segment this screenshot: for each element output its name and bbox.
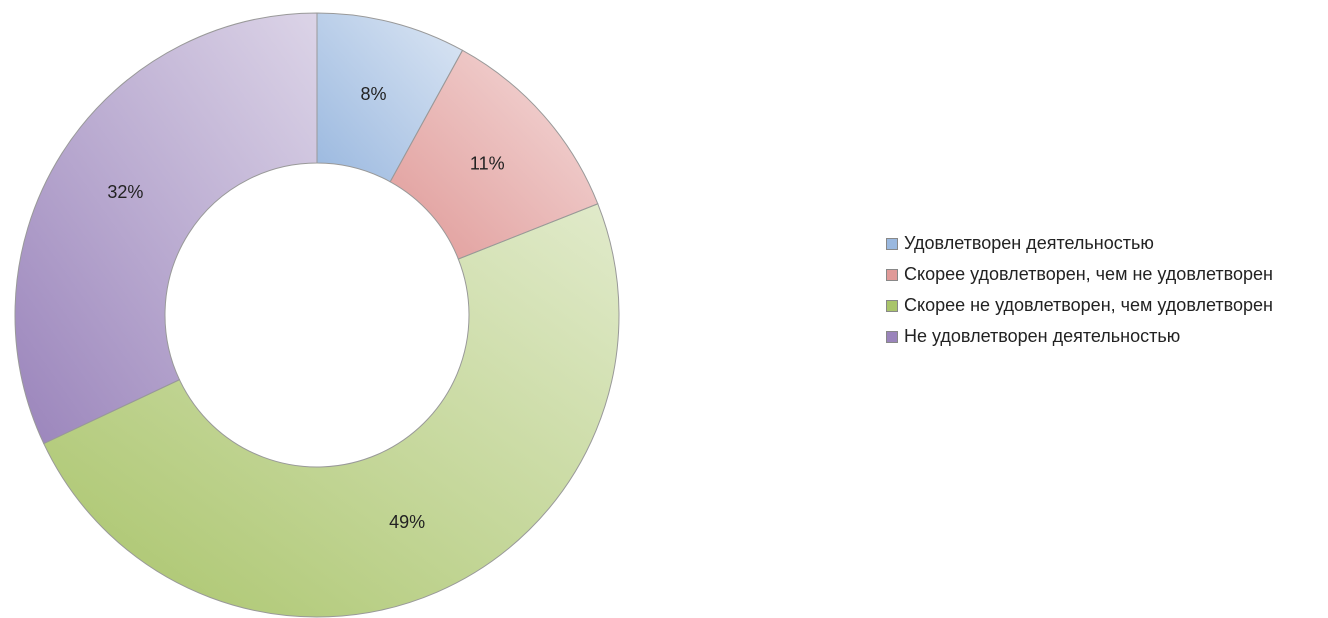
legend-label: Скорее удовлетворен, чем не удовлетворен — [904, 264, 1273, 284]
legend-item: Удовлетворен деятельностью — [886, 228, 1284, 259]
data-label: 49% — [389, 512, 425, 532]
chart: 8% 11% 49% 32% — [14, 12, 620, 618]
slice — [43, 203, 620, 618]
legend-item: Скорее не удовлетворен, чем удовлетворен — [886, 290, 1284, 321]
data-label: 11% — [470, 154, 505, 174]
legend-label: Удовлетворен деятельностью — [904, 233, 1154, 253]
legend-label: Не удовлетворен деятельностью — [904, 326, 1181, 346]
legend-swatch — [886, 237, 898, 250]
slice — [14, 12, 318, 445]
legend-swatch — [886, 268, 898, 281]
legend-item: Скорее удовлетворен, чем не удовлетворен — [886, 259, 1284, 290]
legend-label: Скорее не удовлетворен, чем удовлетворен — [904, 295, 1273, 315]
legend-swatch — [886, 299, 898, 312]
data-label: 8% — [360, 84, 386, 104]
data-label: 32% — [107, 182, 143, 202]
legend: Удовлетворен деятельностью Скорее удовлет… — [886, 228, 1284, 352]
legend-swatch — [886, 330, 898, 343]
legend-item: Не удовлетворен деятельностью — [886, 321, 1284, 352]
